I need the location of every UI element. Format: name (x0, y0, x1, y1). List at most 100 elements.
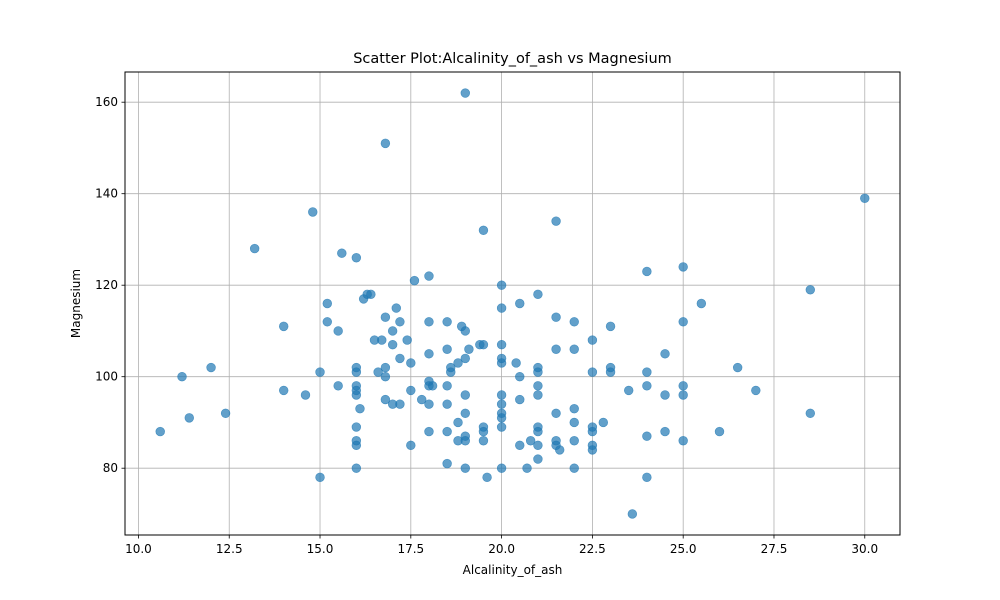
scatter-point (442, 381, 452, 391)
x-axis-ticks: 10.0 12.5 15.0 17.5 20.0 22.5 25.0 27.5 30.0 (125, 535, 878, 556)
scatter-point (409, 275, 420, 286)
scatter-point (587, 445, 598, 455)
scatter-point (460, 408, 470, 419)
scatter-point (496, 339, 507, 350)
scatter-point (366, 289, 376, 300)
grid-lines (125, 72, 900, 535)
scatter-point (460, 326, 470, 336)
scatter-point (551, 408, 561, 419)
scatter-point (515, 372, 525, 382)
scatter-point (624, 385, 634, 396)
y-axis-label: Magnesium (69, 269, 83, 338)
scatter-point (395, 353, 405, 364)
scatter-point (511, 358, 521, 368)
scatter-point (696, 298, 707, 309)
scatter-point (533, 381, 543, 391)
scatter-point (460, 463, 470, 473)
scatter-point (442, 458, 452, 469)
scatter-point (351, 422, 362, 432)
scatter-point (478, 339, 489, 350)
x-tick-label: 15.0 (307, 542, 334, 556)
scatter-point (206, 362, 216, 373)
scatter-point (380, 138, 391, 149)
scatter-point (678, 381, 688, 391)
scatter-point (533, 454, 543, 464)
scatter-point (478, 426, 489, 437)
scatter-point (627, 509, 638, 519)
y-tick-label: 160 (95, 95, 118, 109)
plot-frame (124, 71, 901, 536)
scatter-point (402, 335, 412, 345)
scatter-point (427, 381, 438, 391)
y-tick-label: 80 (103, 461, 118, 475)
scatter-point (605, 367, 616, 377)
scatter-point (642, 381, 652, 391)
scatter-point (496, 463, 507, 473)
scatter-point (249, 243, 260, 254)
scatter-point (598, 417, 608, 428)
scatter-point (279, 385, 289, 396)
scatter-point (515, 440, 525, 451)
scatter-point (446, 367, 456, 377)
scatter-point (569, 436, 579, 446)
y-tick-label: 140 (95, 187, 118, 201)
scatter-point (380, 362, 391, 373)
scatter-point (569, 404, 579, 414)
scatter-point (442, 344, 452, 354)
scatter-point (333, 381, 343, 391)
scatter-point (460, 390, 470, 400)
scatter-point (642, 367, 652, 377)
scatter-point (482, 472, 492, 483)
scatter-point (496, 358, 507, 368)
scatter-point (406, 358, 416, 368)
scatter-point (406, 385, 416, 396)
scatter-point (308, 207, 318, 217)
data-points (155, 88, 870, 519)
scatter-point (322, 317, 332, 327)
scatter-point (551, 216, 561, 226)
scatter-point (351, 463, 362, 473)
scatter-point (551, 344, 561, 354)
scatter-point (355, 404, 365, 414)
scatter-point (442, 399, 452, 409)
scatter-point (442, 426, 452, 437)
scatter-point (496, 413, 507, 423)
y-tick-label: 100 (95, 370, 118, 384)
scatter-point (660, 426, 670, 437)
scatter-point (322, 298, 332, 309)
scatter-point (387, 326, 398, 336)
scatter-point (351, 440, 362, 451)
scatter-point (805, 285, 815, 295)
scatter-point (395, 317, 405, 327)
scatter-point (391, 303, 401, 313)
scatter-point (587, 426, 598, 437)
scatter-point (460, 353, 470, 364)
scatter-point (732, 362, 743, 373)
scatter-point (496, 390, 507, 400)
scatter-point (496, 422, 507, 432)
scatter-point (642, 472, 652, 483)
x-tick-label: 30.0 (851, 542, 878, 556)
x-tick-label: 22.5 (579, 542, 606, 556)
scatter-point (351, 253, 362, 263)
scatter-point (424, 317, 434, 327)
scatter-point (279, 321, 289, 332)
scatter-point (533, 390, 543, 400)
scatter-point (525, 436, 536, 446)
scatter-point (555, 445, 565, 455)
scatter-point (678, 390, 688, 400)
scatter-point (424, 349, 434, 359)
scatter-point (373, 367, 383, 377)
scatter-point (460, 88, 470, 98)
scatter-point (333, 326, 343, 336)
scatter-point (522, 463, 532, 473)
scatter-point (515, 298, 525, 309)
scatter-point (569, 463, 579, 473)
scatter-point (387, 339, 398, 350)
scatter-point (453, 358, 463, 368)
scatter-point (380, 394, 391, 405)
x-tick-label: 17.5 (397, 542, 424, 556)
x-tick-label: 20.0 (488, 542, 515, 556)
